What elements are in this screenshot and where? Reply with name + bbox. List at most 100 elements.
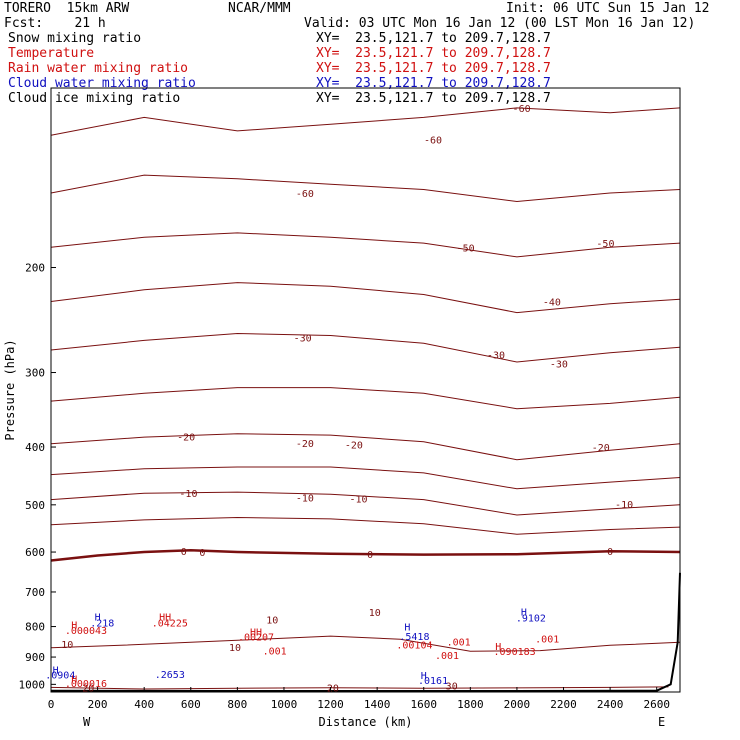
- contour-label: 20: [327, 683, 339, 694]
- y-tick-label: 500: [25, 499, 45, 512]
- x-tick-label: 1200: [317, 698, 344, 711]
- extremum-label: .04225: [152, 618, 188, 629]
- contour-label: 10: [61, 640, 73, 651]
- init-time: Init: 06 UTC Sun 15 Jan 12: [506, 1, 710, 16]
- extremum-label: H: [53, 666, 59, 677]
- contour-label: 0: [181, 547, 187, 558]
- terrain-layer: [50, 572, 681, 692]
- x-tick-label: 2000: [504, 698, 531, 711]
- isotherm-line: [50, 107, 681, 136]
- extremum-label: .5418: [399, 632, 429, 643]
- contour-label: -60: [513, 104, 531, 115]
- field-label-cloud-ice: Cloud ice mixing ratio: [8, 91, 181, 106]
- contour-label: -10: [615, 500, 633, 511]
- x-tick-label: 1800: [457, 698, 484, 711]
- extremum-label: HH: [159, 613, 171, 624]
- contour-label: -60: [296, 189, 314, 200]
- contour-label: -10: [179, 489, 197, 500]
- extremum-label: .00207: [238, 633, 274, 644]
- contour-label: 10: [229, 643, 241, 654]
- y-tick-label: 300: [25, 367, 45, 380]
- extremum-label: .9102: [516, 613, 546, 624]
- extremum-label: .00104: [396, 640, 432, 651]
- contour-label: 0: [607, 547, 613, 558]
- extremum-label: H: [71, 620, 77, 631]
- field-label-cloud-water: Cloud water mixing ratio: [8, 76, 196, 91]
- extremum-label: .090183: [494, 647, 536, 658]
- contour-label: -10: [349, 495, 367, 506]
- extremum-label: .001: [435, 651, 459, 662]
- contour-label: -30: [550, 360, 568, 371]
- contour-label-layer: -60 -60 -60 -50 -50 -40 -30 -30 -30 -20 -20 -20 -20 -…: [61, 104, 633, 695]
- x-tick-label: 400: [134, 698, 154, 711]
- contour-label: -30: [294, 333, 312, 344]
- contour-label: -50: [457, 243, 475, 254]
- y-axis: 200 300 400 500 600 700 800 900 1000: [19, 262, 56, 691]
- contour-label: -40: [543, 297, 561, 308]
- extremum-label: .0161: [418, 676, 448, 687]
- valid-time: Valid: 03 UTC Mon 16 Jan 12 (00 LST Mon …: [304, 16, 696, 31]
- x-tick-label: 2200: [550, 698, 577, 711]
- isotherm-line: [50, 332, 681, 363]
- field-xy-cloud-ice: XY= 23.5,121.7 to 209.7,128.7: [316, 91, 551, 106]
- contour-label: -30: [487, 351, 505, 362]
- isotherm-line: [50, 635, 681, 652]
- model-title: TORERO 15km ARW: [4, 1, 130, 16]
- extremum-label: H: [95, 613, 101, 624]
- extremum-label: H: [495, 642, 501, 653]
- contour-label: 30: [446, 682, 458, 693]
- field-xy-rain: XY= 23.5,121.7 to 209.7,128.7: [316, 61, 551, 76]
- field-xy-cloud-water: XY= 23.5,121.7 to 209.7,128.7: [316, 76, 551, 91]
- isotherm-line: [50, 387, 681, 410]
- extremum-label: .001: [535, 635, 559, 646]
- field-xy-temperature: XY= 23.5,121.7 to 209.7,128.7: [316, 46, 551, 61]
- isotherm-line: [50, 549, 681, 562]
- contour-label: -20: [177, 432, 195, 443]
- extremum-label: H: [421, 671, 427, 682]
- extremum-label: .2653: [155, 670, 185, 681]
- x-tick-label: 0: [48, 698, 55, 711]
- forecast-hour: Fcst: 21 h: [4, 16, 106, 31]
- y-tick-label: 600: [25, 546, 45, 559]
- x-tick-label: 800: [227, 698, 247, 711]
- y-tick-label: 200: [25, 262, 45, 275]
- annotation-layer: H.218H.000043HH.04225HH.00207.001H.5418.…: [45, 608, 559, 690]
- y-tick-label: 1000: [19, 678, 46, 691]
- contour-label: 0: [199, 548, 205, 559]
- contour-label: -10: [296, 493, 314, 504]
- extremum-label: .001: [447, 638, 471, 649]
- isotherm-line: [50, 686, 669, 690]
- contour-label: 0: [367, 550, 373, 561]
- y-tick-label: 800: [25, 621, 45, 634]
- east-end-label: E: [658, 715, 665, 729]
- extremum-label: H: [521, 608, 527, 619]
- x-tick-label: 200: [88, 698, 108, 711]
- x-tick-label: 600: [181, 698, 201, 711]
- isotherm-line: [50, 282, 681, 314]
- x-tick-label: 1400: [364, 698, 391, 711]
- extremum-label: .218: [90, 618, 114, 629]
- contour-label: 10: [266, 615, 278, 626]
- x-tick-label: 2400: [597, 698, 624, 711]
- terrain-line: [50, 572, 681, 692]
- isotherm-line: [50, 516, 681, 535]
- isotherm-layer: [50, 107, 681, 690]
- extremum-label: .0904: [45, 670, 75, 681]
- plot-frame: [50, 87, 681, 693]
- west-end-label: W: [83, 715, 91, 729]
- extremum-label: HH: [250, 627, 262, 638]
- contour-label: 10: [369, 608, 381, 619]
- extremum-label: H: [71, 675, 77, 686]
- extremum-label: H: [404, 623, 410, 634]
- y-axis-label: Pressure (hPa): [3, 339, 17, 440]
- isotherm-line: [50, 174, 681, 203]
- field-label-snow: Snow mixing ratio: [8, 31, 142, 46]
- isotherm-line: [50, 466, 681, 490]
- contour-label: -20: [345, 440, 363, 451]
- x-tick-label: 2600: [643, 698, 670, 711]
- extremum-label: .000043: [65, 626, 107, 637]
- y-tick-label: 400: [25, 441, 45, 454]
- x-tick-label: 1000: [271, 698, 298, 711]
- y-tick-label: 900: [25, 651, 45, 664]
